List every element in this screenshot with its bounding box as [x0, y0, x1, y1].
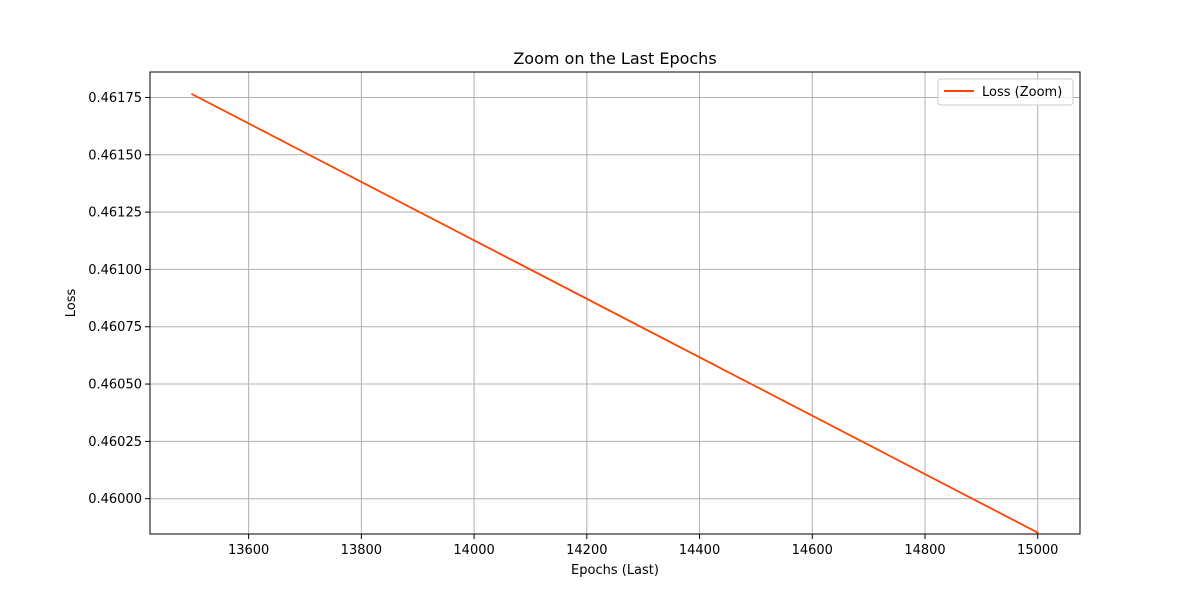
y-axis-ticks: 0.46000 0.46025 0.46050 0.46075 0.46100 0.461…: [88, 91, 150, 507]
y-tick-label: 0.46075: [88, 320, 142, 335]
x-tick-label: 14600: [792, 543, 833, 558]
x-tick-label: 14800: [904, 543, 945, 558]
plot-frame: [149, 71, 1081, 535]
x-tick-label: 14000: [453, 543, 494, 558]
x-tick-label: 13600: [228, 543, 269, 558]
y-tick-label: 0.46175: [88, 91, 142, 106]
legend-box: [937, 78, 1074, 106]
chart-title: Zoom on the Last Epochs: [513, 49, 716, 68]
x-tick-label: 13800: [341, 543, 382, 558]
series-layer: [191, 93, 1039, 534]
y-axis-label: Loss: [64, 289, 79, 318]
x-axis-label: Epochs (Last): [571, 563, 659, 578]
legend: Loss (Zoom): [937, 78, 1074, 106]
y-tick-label: 0.46000: [88, 492, 142, 507]
y-tick-label: 0.46125: [88, 206, 142, 221]
legend-label-loss-zoom: Loss (Zoom): [982, 85, 1062, 100]
x-tick-label: 14400: [679, 543, 720, 558]
x-tick-label: 15000: [1017, 543, 1058, 558]
y-tick-label: 0.46150: [88, 148, 142, 163]
x-tick-label: 14200: [566, 543, 607, 558]
grid-lines: [150, 72, 1080, 534]
y-tick-label: 0.46100: [88, 263, 142, 278]
y-tick-label: 0.46050: [88, 378, 142, 393]
y-tick-label: 0.46025: [88, 435, 142, 450]
series-line-loss-zoom: [191, 93, 1039, 534]
x-axis-ticks: 13600 13800 14000 14200 14400 14600 14800 15000: [228, 534, 1058, 558]
